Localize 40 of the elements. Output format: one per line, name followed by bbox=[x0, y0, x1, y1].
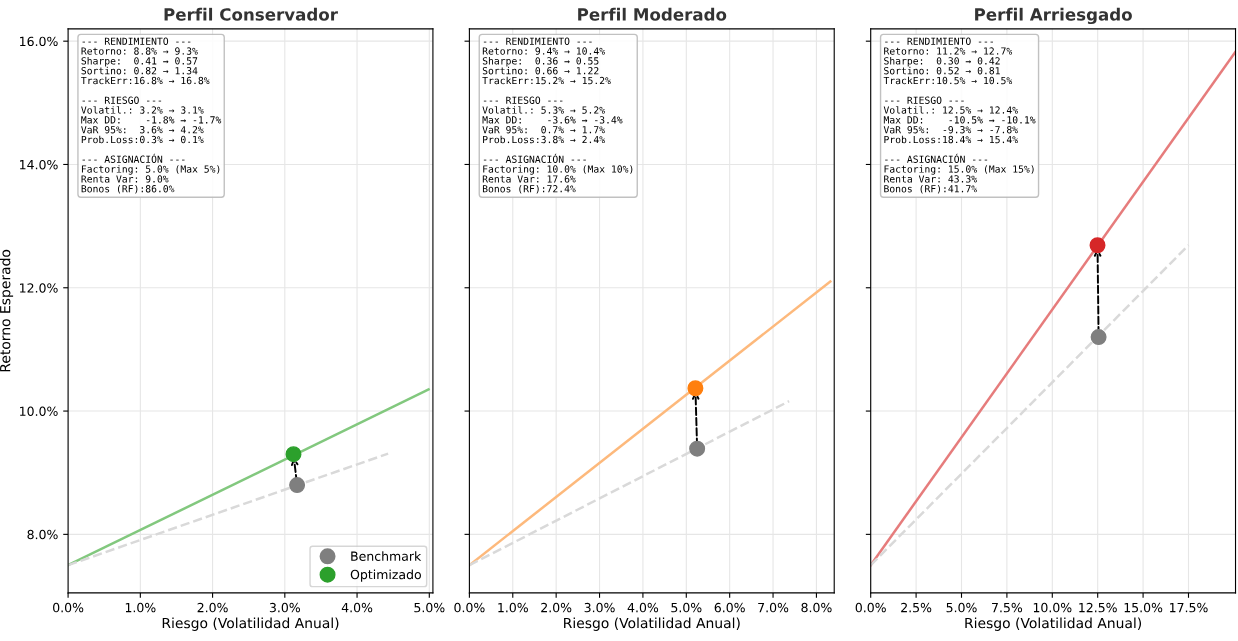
x-tick-label: 2.0% bbox=[541, 602, 572, 613]
x-axis-title: Riesgo (Volatilidad Anual) bbox=[564, 617, 740, 631]
legend-label: Optimizado bbox=[350, 569, 421, 582]
chart-title: Perfil Conservador bbox=[164, 7, 338, 21]
text: --- RENDIMIENTO --- Retorno: 11.2% → 12.7% Sharpe: 0.30 → 0.42 Sortino: 0.52 → 0.81 TrackErr:10.5% → 10.5% --- RIESGO --- Volatil.: 12.5% → 12.4% Max DD: -10.5% → -10.1% VaR 95%: -9.3% → -7.8% Prob.Loss:18.4% → 15.4% --- ASIGNACIÓN --- Factoring: 15.0% (Max 15%) Renta Var: 43.3% Bonos (RF):41.7% bbox=[883, 37, 1036, 194]
x-tick-label: 3.0% bbox=[269, 602, 301, 613]
x-tick-label: 7.5% bbox=[992, 602, 1023, 613]
x-tick-label: 6.0% bbox=[714, 602, 745, 613]
x-tick-label: 15.0% bbox=[1124, 602, 1163, 613]
x-tick-label: 4.0% bbox=[341, 602, 373, 613]
x-tick-label: 1.0% bbox=[498, 602, 528, 613]
chart-title: Perfil Moderado bbox=[578, 7, 727, 21]
y-tick-label: 12.0% bbox=[20, 283, 58, 293]
x-tick-label: 0.0% bbox=[855, 602, 886, 613]
x-tick-label: 7.0% bbox=[758, 602, 789, 613]
x-tick-label: 2.5% bbox=[901, 602, 932, 613]
text: --- RENDIMIENTO --- Retorno: 8.8% → 9.3% Sharpe: 0.41 → 0.57 Sortino: 0.82 → 1.34 TrackErr:16.8% → 16.8% --- RIESGO --- Volatil.: 3.2% → 3.1% Max DD: -1.8% → -1.7% VaR 95%: 3.6% → 4.2% Prob.Loss:0.3% → 0.1% --- ASIGNACIÓN --- Factoring: 5.0% (Max 5%) Renta Var: 9.0% Bonos (RF):86.0% bbox=[81, 37, 222, 194]
x-tick-label: 2.0% bbox=[197, 602, 228, 613]
chart-title: Perfil Arriesgado bbox=[975, 7, 1132, 25]
y-tick-label: 10.0% bbox=[20, 406, 58, 416]
x-tick-label: 4.0% bbox=[627, 602, 659, 613]
x-tick-label: 8.0% bbox=[801, 602, 832, 613]
text: --- RENDIMIENTO --- Retorno: 9.4% → 10.4% Sharpe: 0.36 → 0.55 Sortino: 0.66 → 1.22 TrackErr:15.2% → 15.2% --- RIESGO --- Volatil.: 5.3% → 5.2% Max DD: -3.6% → -3.4% VaR 95%: 0.7% → 1.7% Prob.Loss:3.8% → 2.4% --- ASIGNACIÓN --- Factoring: 10.0% (Max 10%) Renta Var: 17.6% Bonos (RF):72.4% bbox=[482, 37, 633, 194]
x-tick-label: 5.0% bbox=[671, 602, 702, 613]
x-tick-label: 5.0% bbox=[414, 602, 445, 613]
y-axis-title: Retorno Esperado bbox=[0, 249, 14, 372]
x-tick-label: 0.0% bbox=[53, 602, 84, 613]
y-tick-label: 8.0% bbox=[27, 529, 58, 540]
y-tick-label: 16.0% bbox=[20, 36, 58, 47]
legend-label: Benchmark bbox=[351, 551, 422, 561]
x-tick-label: 12.5% bbox=[1079, 602, 1117, 613]
x-tick-label: 3.0% bbox=[584, 602, 615, 613]
x-tick-label: 1.0% bbox=[125, 602, 156, 613]
x-tick-label: 5.0% bbox=[946, 602, 977, 613]
x-axis-title: Riesgo (Volatilidad Anual) bbox=[965, 617, 1142, 631]
x-tick-label: 0.0% bbox=[454, 602, 485, 613]
x-tick-label: 10.0% bbox=[1033, 602, 1072, 613]
x-tick-label: 17.5% bbox=[1170, 602, 1208, 613]
y-tick-label: 14.0% bbox=[20, 159, 58, 170]
x-axis-title: Riesgo (Volatilidad Anual) bbox=[162, 617, 339, 631]
